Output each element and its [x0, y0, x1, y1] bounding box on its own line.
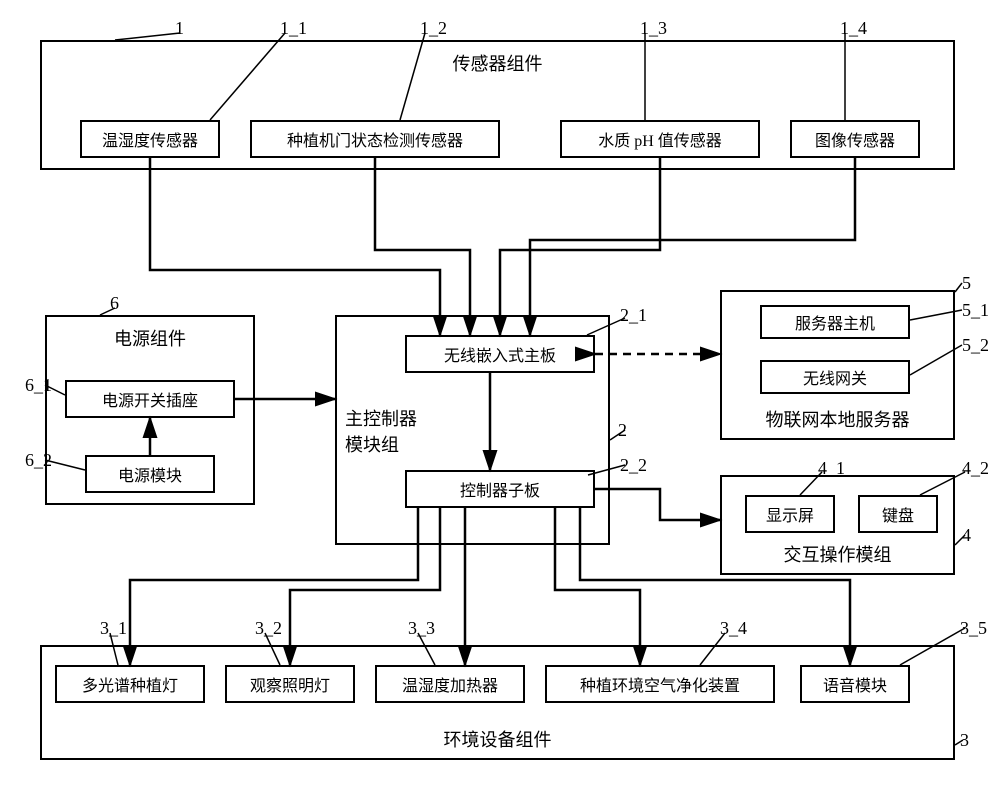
mb-text: 无线嵌入式主板 — [444, 342, 556, 366]
co-4-2: 4_2 — [962, 458, 989, 479]
co-2-1: 2_1 — [620, 305, 647, 326]
co-3-3: 3_3 — [408, 618, 435, 639]
node-s4: 图像传感器 — [790, 120, 920, 158]
node-s3: 水质 pH 值传感器 — [560, 120, 760, 158]
node-e2: 观察照明灯 — [225, 665, 355, 703]
s1-text: 温湿度传感器 — [102, 127, 198, 151]
node-gw: 无线网关 — [760, 360, 910, 394]
controller-title: 主控制器 模块组 — [345, 405, 417, 457]
co-5-2: 5_2 — [962, 335, 989, 356]
p2-text: 电源模块 — [118, 462, 182, 486]
e2-text: 观察照明灯 — [250, 672, 330, 696]
node-p2: 电源模块 — [85, 455, 215, 493]
co-5: 5 — [962, 273, 971, 294]
node-p1: 电源开关插座 — [65, 380, 235, 418]
s2-text: 种植机门状态检测传感器 — [287, 127, 463, 151]
co-1-3: 1_3 — [640, 18, 667, 39]
ui-title: 交互操作模组 — [784, 541, 892, 567]
co-1-2: 1_2 — [420, 18, 447, 39]
co-4-1: 4_1 — [818, 458, 845, 479]
co-3-1: 3_1 — [100, 618, 127, 639]
node-s1: 温湿度传感器 — [80, 120, 220, 158]
d2-text: 键盘 — [882, 502, 914, 526]
sb-text: 控制器子板 — [460, 477, 540, 501]
co-2-2: 2_2 — [620, 455, 647, 476]
co-3-4: 3_4 — [720, 618, 747, 639]
e5-text: 语音模块 — [823, 672, 887, 696]
sv-text: 服务器主机 — [795, 310, 875, 334]
co-4: 4 — [962, 525, 971, 546]
co-5-1: 5_1 — [962, 300, 989, 321]
env-title: 环境设备组件 — [444, 726, 552, 752]
co-3-5: 3_5 — [960, 618, 987, 639]
node-e4: 种植环境空气净化装置 — [545, 665, 775, 703]
node-sv: 服务器主机 — [760, 305, 910, 339]
node-d1: 显示屏 — [745, 495, 835, 533]
node-mb: 无线嵌入式主板 — [405, 335, 595, 373]
node-sb: 控制器子板 — [405, 470, 595, 508]
e3-text: 温湿度加热器 — [402, 672, 498, 696]
co-3-2: 3_2 — [255, 618, 282, 639]
gw-text: 无线网关 — [803, 365, 867, 389]
co-1: 1 — [175, 18, 184, 39]
node-e3: 温湿度加热器 — [375, 665, 525, 703]
node-e5: 语音模块 — [800, 665, 910, 703]
node-e1: 多光谱种植灯 — [55, 665, 205, 703]
co-6-2: 6_2 — [25, 450, 52, 471]
node-d2: 键盘 — [858, 495, 938, 533]
s4-text: 图像传感器 — [815, 127, 895, 151]
co-1-1: 1_1 — [280, 18, 307, 39]
p1-text: 电源开关插座 — [102, 387, 198, 411]
s3-text: 水质 pH 值传感器 — [598, 127, 722, 151]
co-6: 6 — [110, 293, 119, 314]
e4-text: 种植环境空气净化装置 — [580, 672, 740, 696]
e1-text: 多光谱种植灯 — [82, 672, 178, 696]
co-1-4: 1_4 — [840, 18, 867, 39]
power-title: 电源组件 — [114, 325, 186, 351]
co-6-1: 6_1 — [25, 375, 52, 396]
co-2: 2 — [618, 420, 627, 441]
sensors-title: 传感器组件 — [453, 50, 543, 76]
co-3: 3 — [960, 730, 969, 751]
d1-text: 显示屏 — [766, 502, 814, 526]
node-s2: 种植机门状态检测传感器 — [250, 120, 500, 158]
iot-title: 物联网本地服务器 — [766, 406, 910, 432]
